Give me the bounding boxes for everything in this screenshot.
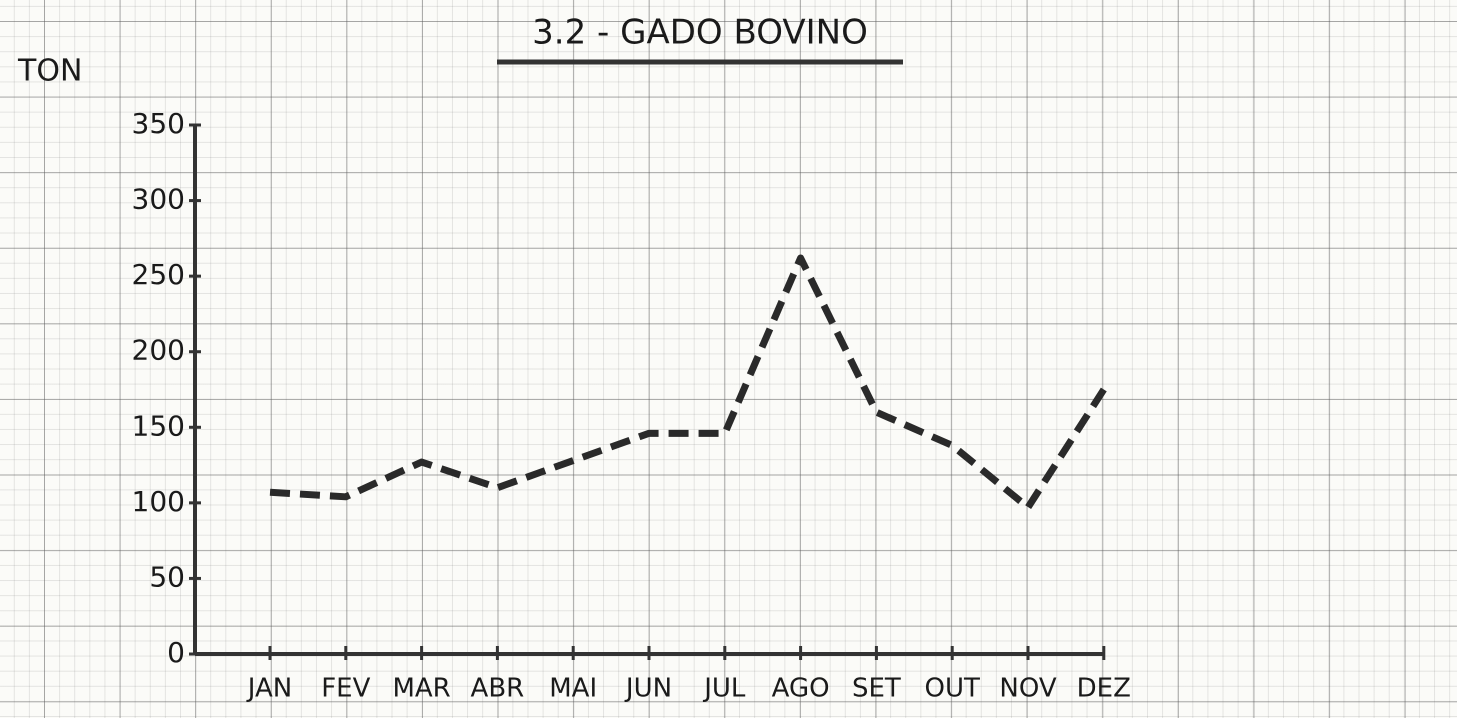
chart-title: 3.2 - GADO BOVINO	[532, 13, 868, 53]
x-tick-label: DEZ	[1077, 674, 1131, 704]
y-axis-label: TON	[17, 54, 82, 89]
x-tick-label: MAR	[392, 674, 450, 704]
x-tick-label: JUN	[624, 674, 672, 704]
x-tick-label: AGO	[772, 674, 830, 704]
y-tick-label: 50	[149, 560, 185, 593]
y-tick-label: 300	[132, 183, 185, 216]
x-tick-label: SET	[852, 674, 901, 704]
x-tick-label: OUT	[925, 674, 980, 704]
y-tick-label: 150	[132, 409, 185, 442]
y-tick-label: 200	[132, 334, 185, 367]
x-tick-label: MAI	[549, 674, 597, 704]
y-tick-label: 350	[132, 107, 185, 140]
y-tick-label: 100	[132, 485, 185, 518]
data-line	[269, 254, 1107, 511]
x-tick-label: JUL	[702, 674, 746, 704]
y-tick-label: 250	[132, 258, 185, 291]
x-tick-label: ABR	[471, 674, 525, 704]
x-tick-label: JAN	[246, 674, 292, 704]
x-tick-label: NOV	[999, 674, 1056, 704]
y-tick-label: 0	[167, 636, 185, 669]
x-tick-label: FEV	[321, 674, 370, 704]
